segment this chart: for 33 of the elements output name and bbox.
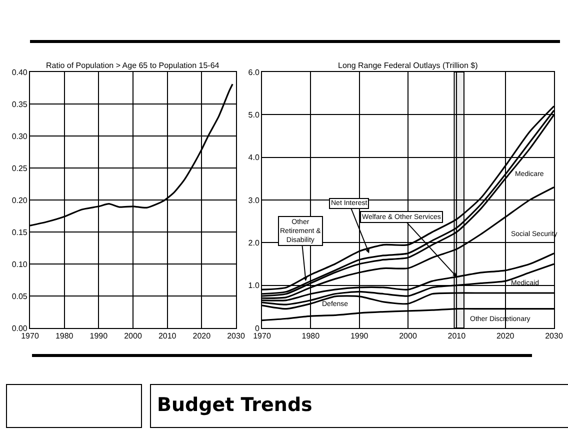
text: Budget Trends <box>150 384 568 428</box>
y-tick-label: 5.0 <box>248 110 260 120</box>
x-tick-label: 2010 <box>448 332 466 341</box>
y-tick-label: 0.00 <box>12 324 28 333</box>
x-tick-label: 2000 <box>124 332 142 341</box>
y-tick-label: 0.30 <box>12 132 28 141</box>
y-tick-label: 0.05 <box>12 292 28 301</box>
x-tick-label: 1990 <box>350 332 369 341</box>
y-tick-label: 0.25 <box>12 164 28 173</box>
y-tick-label: 0 <box>254 324 260 333</box>
x-tick-label: 1990 <box>90 332 108 341</box>
x-tick-label: 2030 <box>545 332 564 341</box>
x-tick-label: 2020 <box>496 332 515 341</box>
x-tick-label: 1980 <box>302 332 320 341</box>
y-tick-label: 0.20 <box>12 196 28 205</box>
y-tick-label: 1.0 <box>248 281 260 290</box>
x-tick-label: 1970 <box>21 332 40 341</box>
x-tick-label: 2000 <box>399 332 418 341</box>
y-tick-label: 0.35 <box>12 100 28 109</box>
y-tick-label: 0.15 <box>12 228 28 237</box>
y-tick-label: 0.40 <box>12 68 28 77</box>
x-tick-label: 1980 <box>55 332 74 341</box>
y-tick-label: 6.0 <box>248 68 260 77</box>
x-tick-label: 2030 <box>227 332 246 341</box>
y-tick-label: 4.0 <box>248 153 260 162</box>
x-tick-label: 1970 <box>253 332 272 341</box>
y-tick-label: 3.0 <box>248 196 260 205</box>
chart-title: Ratio of Population > Age 65 to Population 15-64 <box>46 61 220 70</box>
chart-title: Long Range Federal Outlays (Trillion $) <box>338 61 478 70</box>
y-tick-label: 2.0 <box>248 238 260 248</box>
x-tick-label: 2020 <box>192 332 212 341</box>
x-tick-label: 2010 <box>158 332 177 341</box>
y-tick-label: 0.10 <box>12 260 28 269</box>
